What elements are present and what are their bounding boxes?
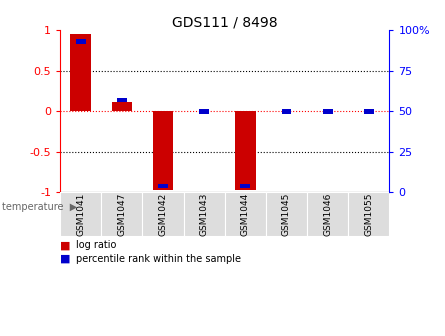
Text: 15°C: 15°C: [69, 202, 93, 212]
Bar: [142, 192, 184, 222]
Text: temperature  ▶: temperature ▶: [2, 202, 77, 212]
Text: 36°C: 36°C: [336, 202, 360, 212]
Text: GSM1055: GSM1055: [364, 193, 373, 236]
Text: percentile rank within the sample: percentile rank within the sample: [76, 254, 241, 264]
Title: GDS111 / 8498: GDS111 / 8498: [172, 15, 278, 29]
Text: 33°C: 33°C: [275, 202, 298, 212]
Bar: [199, 109, 209, 114]
Text: ■: ■: [60, 254, 71, 264]
Bar: [184, 192, 225, 236]
Text: GSM1045: GSM1045: [282, 193, 291, 236]
Bar: [240, 183, 250, 188]
Bar: [142, 192, 184, 236]
Bar: [101, 192, 142, 222]
Text: GSM1041: GSM1041: [76, 193, 85, 236]
Bar: [70, 34, 91, 111]
Text: 29°C: 29°C: [233, 202, 257, 212]
Bar: [235, 111, 255, 190]
Text: ■: ■: [60, 240, 71, 250]
Bar: [282, 109, 291, 114]
Bar: [184, 192, 225, 222]
Text: GSM1044: GSM1044: [241, 193, 250, 236]
Text: GSM1042: GSM1042: [158, 193, 167, 236]
Bar: [348, 192, 389, 236]
Bar: [117, 98, 127, 102]
Bar: [101, 192, 142, 236]
Text: GSM1043: GSM1043: [200, 193, 209, 236]
Bar: [225, 192, 266, 222]
Text: 21°C: 21°C: [151, 202, 175, 212]
Bar: [112, 101, 132, 111]
Bar: [158, 183, 168, 188]
Text: 17°C: 17°C: [110, 202, 134, 212]
Bar: [225, 192, 266, 236]
Bar: [307, 192, 348, 236]
Bar: [60, 192, 101, 222]
Text: log ratio: log ratio: [76, 240, 116, 250]
Bar: [60, 192, 101, 236]
Bar: [307, 192, 389, 222]
Text: 25°C: 25°C: [192, 202, 216, 212]
Bar: [323, 109, 332, 114]
Text: GSM1047: GSM1047: [117, 193, 126, 236]
Bar: [266, 192, 307, 236]
Bar: [364, 109, 374, 114]
Text: GSM1046: GSM1046: [323, 193, 332, 236]
Bar: [76, 39, 85, 44]
Bar: [266, 192, 307, 222]
Bar: [153, 111, 173, 190]
